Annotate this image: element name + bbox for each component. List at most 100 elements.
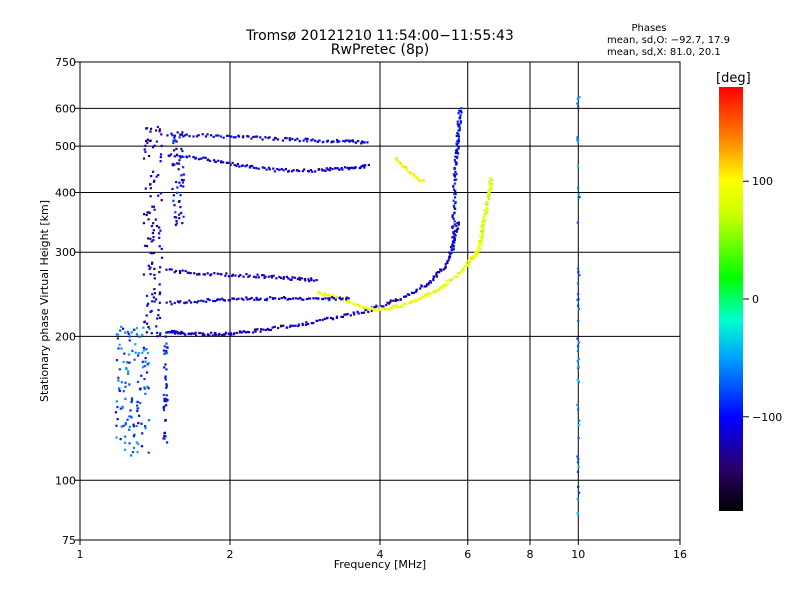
data-point	[148, 267, 151, 271]
data-point	[120, 325, 123, 328]
data-point	[367, 310, 370, 314]
data-point	[151, 261, 154, 264]
data-point	[453, 192, 456, 195]
data-point	[237, 135, 241, 138]
data-point	[457, 223, 460, 226]
data-point	[323, 317, 326, 321]
data-point	[241, 164, 244, 167]
data-point	[360, 311, 363, 315]
data-point	[208, 334, 211, 337]
data-point	[464, 264, 467, 268]
data-point	[230, 333, 233, 336]
data-point	[247, 331, 251, 334]
colorbar	[719, 87, 743, 511]
data-point	[408, 301, 411, 304]
data-point	[578, 419, 581, 422]
data-point	[476, 250, 480, 254]
data-point	[136, 409, 139, 413]
info-line-o: mean, sd,O: −92.7, 17.9	[607, 35, 730, 46]
data-point	[172, 194, 176, 197]
data-point	[242, 135, 245, 138]
data-point	[577, 187, 580, 190]
data-point	[124, 421, 128, 425]
data-point	[165, 398, 168, 401]
data-point	[378, 306, 381, 309]
data-point	[328, 294, 332, 297]
data-point	[202, 273, 205, 276]
data-point	[341, 297, 344, 300]
data-point	[133, 433, 136, 436]
data-point	[298, 139, 301, 143]
data-point	[150, 240, 153, 243]
data-point	[300, 277, 303, 280]
data-point	[254, 276, 258, 279]
data-point	[145, 213, 148, 217]
data-point	[158, 270, 161, 274]
data-point	[172, 141, 175, 145]
data-point	[366, 141, 369, 144]
data-point	[128, 361, 131, 364]
data-point	[115, 424, 118, 427]
data-point	[119, 437, 122, 441]
data-point	[199, 331, 202, 335]
data-point	[328, 297, 331, 300]
data-point	[314, 297, 317, 300]
data-point	[576, 97, 580, 101]
data-point	[363, 166, 366, 169]
data-point	[352, 311, 355, 314]
data-point	[152, 205, 155, 208]
data-point	[458, 128, 461, 131]
data-point	[415, 299, 418, 302]
data-point	[578, 274, 581, 277]
data-point	[386, 301, 389, 304]
data-point	[231, 161, 234, 164]
data-point	[206, 133, 209, 136]
data-point	[201, 133, 204, 136]
data-point	[313, 279, 316, 282]
data-point	[202, 300, 205, 303]
data-point	[145, 371, 149, 374]
data-point	[451, 215, 454, 218]
data-point	[169, 300, 172, 303]
data-point	[176, 300, 179, 303]
data-point	[237, 297, 240, 300]
data-point	[252, 275, 256, 278]
data-point	[144, 424, 147, 428]
data-point	[122, 360, 125, 364]
data-point	[145, 294, 149, 297]
data-point	[217, 134, 220, 137]
data-point	[305, 321, 308, 324]
data-point	[576, 403, 579, 406]
data-point	[425, 283, 429, 286]
data-point	[405, 295, 408, 298]
data-point	[143, 244, 147, 247]
data-point	[442, 268, 446, 271]
data-point	[489, 177, 492, 180]
data-point	[178, 271, 182, 275]
data-point	[136, 400, 139, 404]
data-point	[347, 139, 350, 142]
data-point	[203, 273, 207, 276]
data-point	[183, 332, 186, 335]
data-point	[453, 206, 456, 209]
data-point	[267, 275, 270, 278]
data-point	[577, 105, 580, 108]
data-point	[435, 273, 438, 276]
data-point	[160, 133, 163, 136]
data-point	[359, 166, 362, 169]
data-point	[454, 149, 458, 152]
data-point	[444, 263, 447, 266]
data-point	[151, 300, 154, 303]
data-point	[414, 290, 418, 293]
data-point	[457, 140, 460, 143]
data-point	[146, 385, 149, 388]
data-point	[152, 222, 155, 225]
data-point	[394, 298, 397, 301]
data-point	[163, 345, 166, 348]
data-point	[188, 135, 191, 138]
data-point	[422, 179, 425, 182]
data-point	[456, 143, 459, 147]
data-point	[452, 235, 455, 238]
data-point	[254, 328, 257, 331]
data-point	[127, 332, 130, 335]
